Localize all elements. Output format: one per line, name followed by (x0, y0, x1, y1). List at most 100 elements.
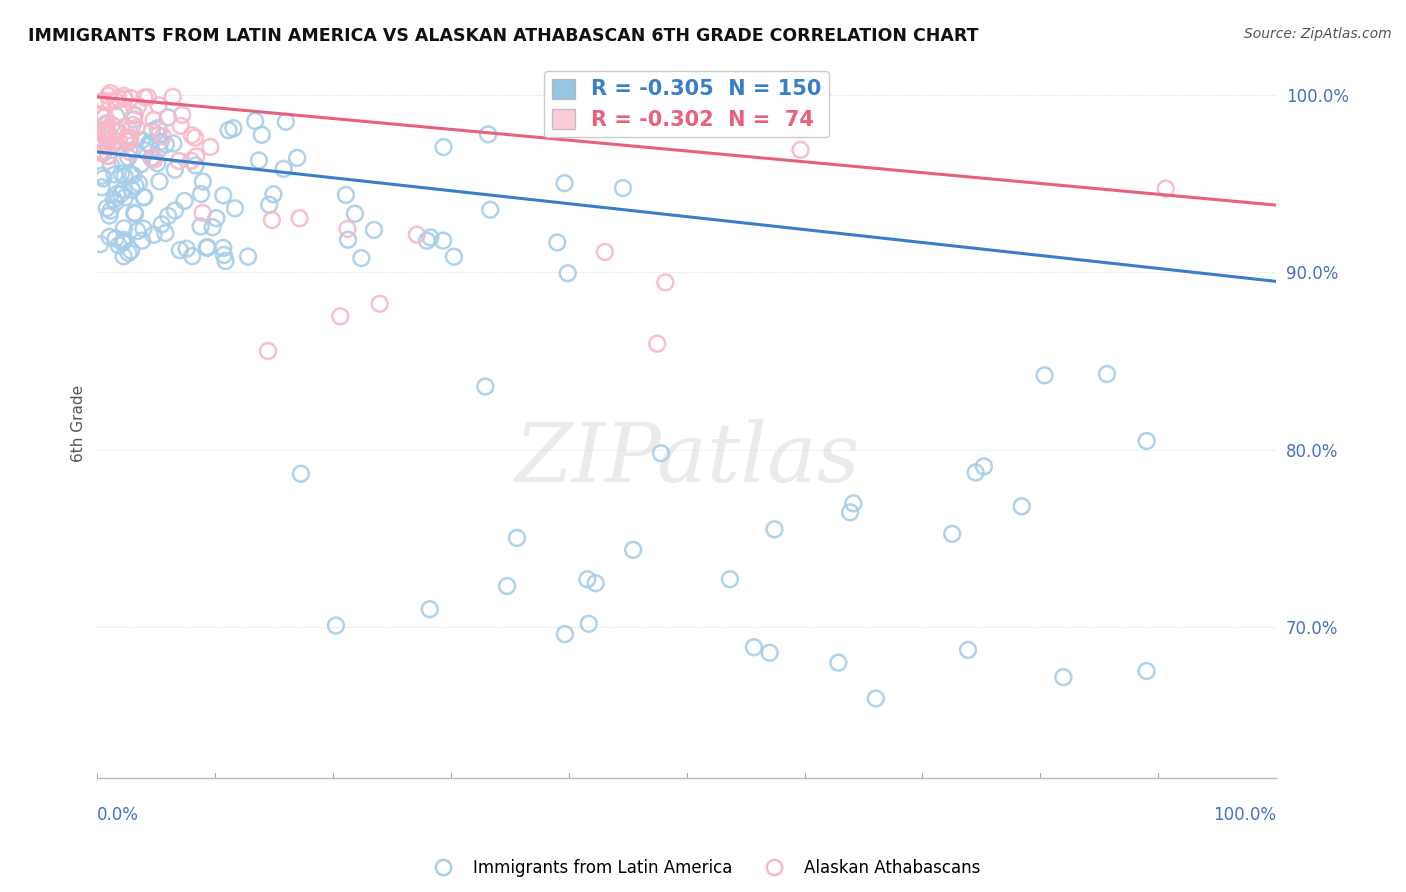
Point (201, 220, 224, 235)
Point (173, 194, 195, 208)
Point (112, 92, 135, 106)
Point (149, 135, 172, 149)
Point (546, 235, 568, 250)
Point (170, 119, 193, 133)
Point (96, 118, 118, 132)
Point (162, 90, 184, 104)
Point (335, 188, 357, 202)
Point (142, 151, 165, 165)
Point (108, 135, 131, 149)
Point (842, 496, 865, 510)
Point (104, 231, 127, 245)
Point (1095, 367, 1118, 381)
Point (578, 616, 600, 631)
Point (112, 249, 135, 263)
Point (118, 123, 141, 137)
Point (956, 643, 979, 657)
Point (343, 207, 366, 221)
Point (125, 120, 148, 135)
Point (1011, 500, 1033, 514)
Point (94, 128, 117, 142)
Point (143, 153, 166, 167)
Point (96, 116, 118, 130)
Point (129, 157, 152, 171)
Point (368, 297, 391, 311)
Point (90, 180, 112, 194)
Point (681, 108, 703, 122)
Point (124, 109, 146, 123)
Point (176, 242, 198, 256)
Point (91, 146, 114, 161)
Text: 100.0%: 100.0% (1213, 806, 1277, 824)
Point (124, 108, 146, 122)
Point (146, 121, 169, 136)
Point (789, 143, 811, 157)
Point (112, 235, 135, 249)
Point (157, 209, 180, 223)
Point (222, 121, 245, 136)
Point (146, 156, 169, 170)
Point (742, 640, 765, 655)
Point (212, 241, 235, 255)
Point (162, 136, 184, 151)
Point (104, 134, 127, 148)
Point (104, 94, 127, 108)
Point (111, 154, 134, 169)
Point (827, 656, 849, 670)
Point (654, 276, 676, 290)
Point (190, 219, 212, 234)
Point (1136, 434, 1159, 448)
Point (350, 251, 373, 265)
Point (612, 181, 634, 195)
Point (89, 237, 111, 252)
Point (274, 115, 297, 129)
Point (107, 91, 129, 105)
Point (98, 230, 121, 244)
Point (112, 233, 135, 247)
Point (115, 131, 138, 145)
Point (100, 158, 122, 172)
Point (156, 110, 179, 124)
Point (1052, 670, 1074, 684)
Point (432, 234, 454, 248)
Point (122, 143, 145, 157)
Point (593, 244, 616, 259)
Point (191, 175, 214, 189)
Point (110, 186, 132, 201)
Point (621, 542, 644, 557)
Point (432, 140, 454, 154)
Point (98, 86, 121, 100)
Point (91, 139, 114, 153)
Point (132, 221, 155, 235)
Point (758, 646, 780, 660)
Point (474, 379, 496, 393)
Point (184, 159, 207, 173)
Point (443, 250, 465, 264)
Point (167, 153, 190, 168)
Point (105, 124, 128, 138)
Point (118, 134, 141, 148)
Point (650, 446, 672, 460)
Point (124, 205, 146, 219)
Y-axis label: 6th Grade: 6th Grade (72, 384, 86, 462)
Point (148, 123, 170, 137)
Point (117, 151, 139, 165)
Point (127, 98, 149, 112)
Point (105, 187, 128, 202)
Point (941, 526, 963, 541)
Point (363, 223, 385, 237)
Point (89, 107, 111, 121)
Point (245, 114, 267, 128)
Point (104, 195, 127, 210)
Point (105, 139, 128, 153)
Point (200, 140, 222, 154)
Point (163, 162, 186, 177)
Point (150, 217, 173, 231)
Point (103, 193, 125, 207)
Point (141, 124, 163, 138)
Point (101, 118, 124, 132)
Point (122, 168, 145, 182)
Point (90, 134, 112, 148)
Point (169, 244, 191, 258)
Point (90, 169, 112, 183)
